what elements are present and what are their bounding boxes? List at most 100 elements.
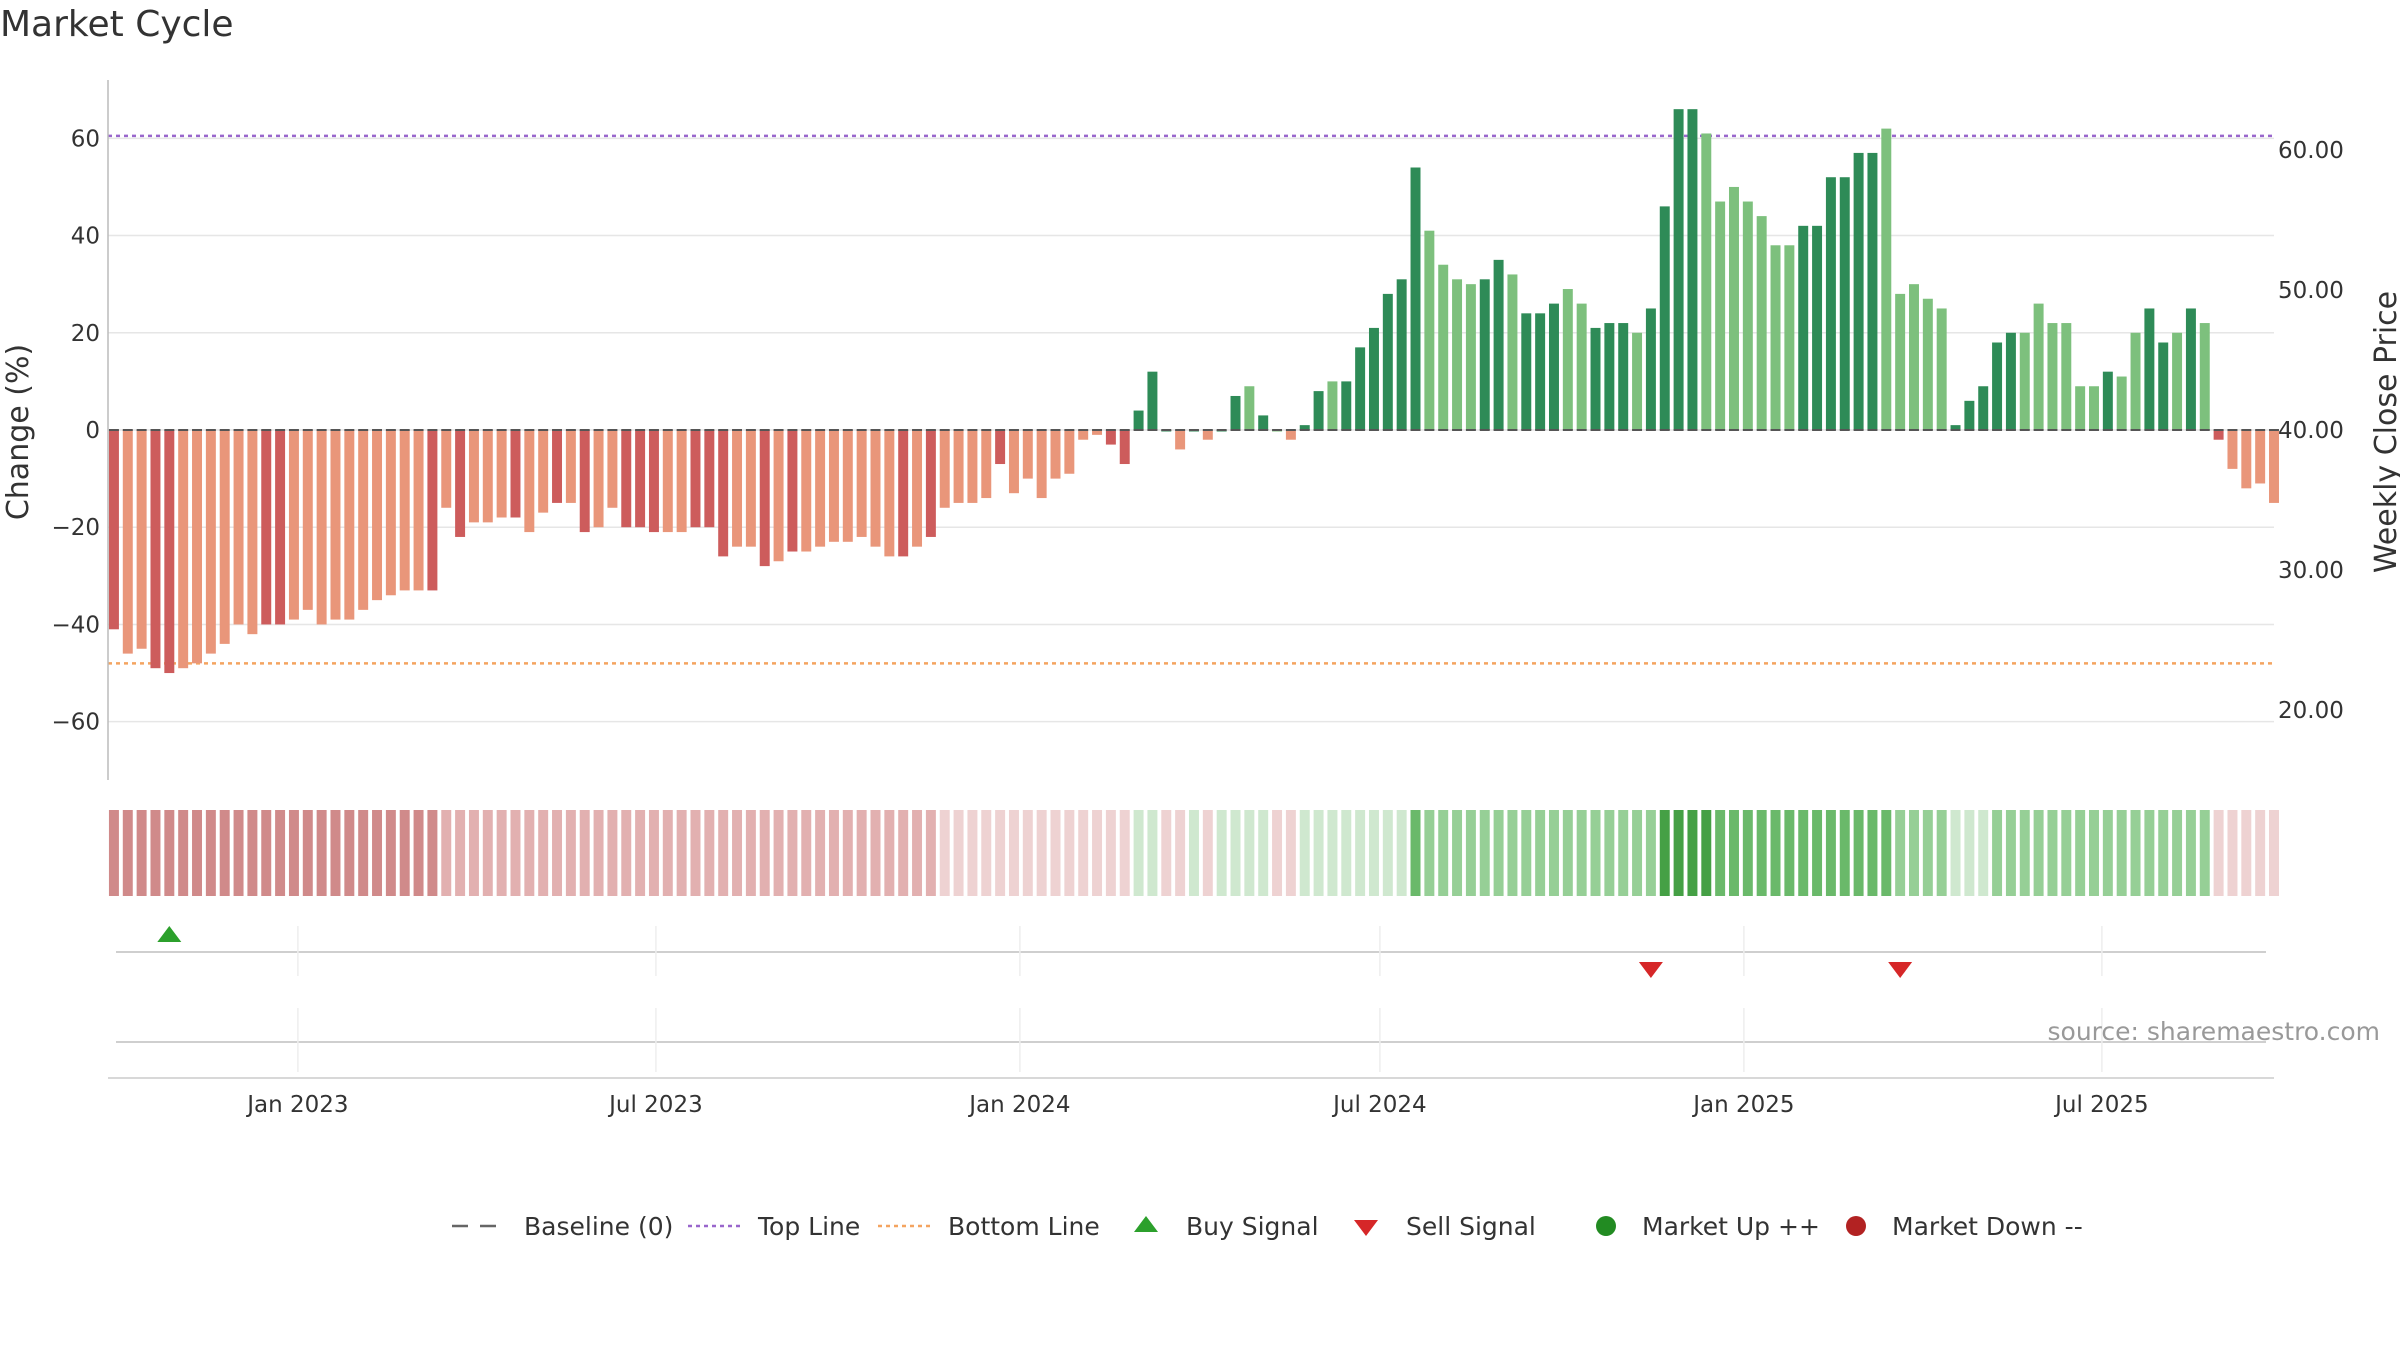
change-bar [1036, 430, 1047, 499]
heat-cell [316, 810, 327, 896]
legend-label: Top Line [757, 1212, 860, 1241]
heat-cell [870, 810, 881, 896]
change-bar [1548, 303, 1559, 430]
change-bar [2241, 430, 2252, 489]
heat-cell [1368, 810, 1379, 896]
heat-cell [565, 810, 576, 896]
heat-cell [1396, 810, 1407, 896]
heat-cell [773, 810, 784, 896]
heat-cell [2005, 810, 2016, 896]
y-tick-label: −40 [51, 612, 100, 638]
heat-cell [607, 810, 618, 896]
change-bar [884, 430, 895, 557]
heat-cell [2269, 810, 2279, 896]
heat-cell [2102, 810, 2113, 896]
legend-item: Market Down -- [1846, 1212, 2083, 1241]
legend-item: Sell Signal [1354, 1212, 1536, 1241]
change-bar [1964, 400, 1975, 430]
heat-cell [579, 810, 590, 896]
change-bar [150, 430, 161, 669]
change-bar [842, 430, 853, 542]
y-tick-label: −60 [51, 710, 100, 736]
heat-cell [912, 810, 923, 896]
heat-cell [2116, 810, 2127, 896]
heat-cell [275, 810, 286, 896]
change-bar [1742, 201, 1753, 430]
heat-cell [842, 810, 853, 896]
change-bar [801, 430, 812, 552]
y-tick-label: 0 [85, 418, 100, 444]
change-bar [1258, 415, 1269, 430]
heat-cell [1285, 810, 1296, 896]
change-bar [856, 430, 867, 537]
change-bar [1382, 293, 1393, 430]
heat-cell [1548, 810, 1559, 896]
heat-cell [981, 810, 992, 896]
change-bar [745, 430, 756, 547]
change-bar [732, 430, 743, 547]
change-bar [1909, 284, 1919, 430]
change-bar [344, 430, 355, 620]
change-bar [1438, 264, 1449, 430]
heat-cell [1064, 810, 1075, 896]
heat-cell [1825, 810, 1836, 896]
heat-cell [233, 810, 244, 896]
change-bar [122, 430, 133, 654]
heat-cell [1728, 810, 1739, 896]
change-bar [912, 430, 923, 547]
change-bar [427, 430, 438, 591]
heat-cell [1244, 810, 1255, 896]
heat-cell [593, 810, 604, 896]
heat-cell [662, 810, 673, 896]
change-bar [676, 430, 687, 533]
change-bar [1285, 430, 1296, 440]
heat-cell [856, 810, 867, 896]
change-bar [1715, 201, 1726, 430]
change-bar [1535, 313, 1546, 430]
heat-cell [344, 810, 355, 896]
change-bar [219, 430, 230, 644]
heat-cell [219, 810, 230, 896]
legend-label: Market Up ++ [1642, 1212, 1820, 1241]
change-bar [316, 430, 327, 625]
heat-cell [2144, 810, 2155, 896]
change-bar [1659, 206, 1670, 430]
heat-cell [482, 810, 493, 896]
heat-cell [2158, 810, 2169, 896]
change-bar [2213, 430, 2224, 440]
change-bar [136, 430, 147, 649]
heat-cell [1784, 810, 1795, 896]
change-bar [690, 430, 701, 528]
heat-cell [164, 810, 175, 896]
heat-cell [1562, 810, 1573, 896]
change-bar [1119, 430, 1130, 465]
change-bar [1410, 167, 1421, 430]
heat-cell [2089, 810, 2099, 896]
heat-cell [939, 810, 950, 896]
change-bar [1784, 245, 1795, 430]
change-bar [1701, 133, 1712, 430]
heat-cell [1202, 810, 1213, 896]
heat-cell [358, 810, 369, 896]
change-bar [1175, 430, 1186, 450]
heat-cell [1175, 810, 1186, 896]
heat-cell [1382, 810, 1393, 896]
change-bar [108, 430, 119, 630]
heat-cell [2019, 810, 2030, 896]
heat-cell [1133, 810, 1144, 896]
change-bar [205, 430, 216, 654]
heat-cell [288, 810, 299, 896]
y-axis-title: Change (%) [1, 344, 36, 520]
heat-cell [1922, 810, 1933, 896]
heat-cell [1604, 810, 1615, 896]
heat-cell [1659, 810, 1670, 896]
change-bar [1521, 313, 1532, 430]
change-bar [192, 430, 202, 664]
change-bar [1839, 177, 1850, 430]
heat-cell [1327, 810, 1338, 896]
heat-cell [1465, 810, 1476, 896]
heat-cell [1742, 810, 1753, 896]
legend-item: Buy Signal [1134, 1212, 1319, 1241]
change-bar [828, 430, 839, 542]
heat-cell [815, 810, 826, 896]
